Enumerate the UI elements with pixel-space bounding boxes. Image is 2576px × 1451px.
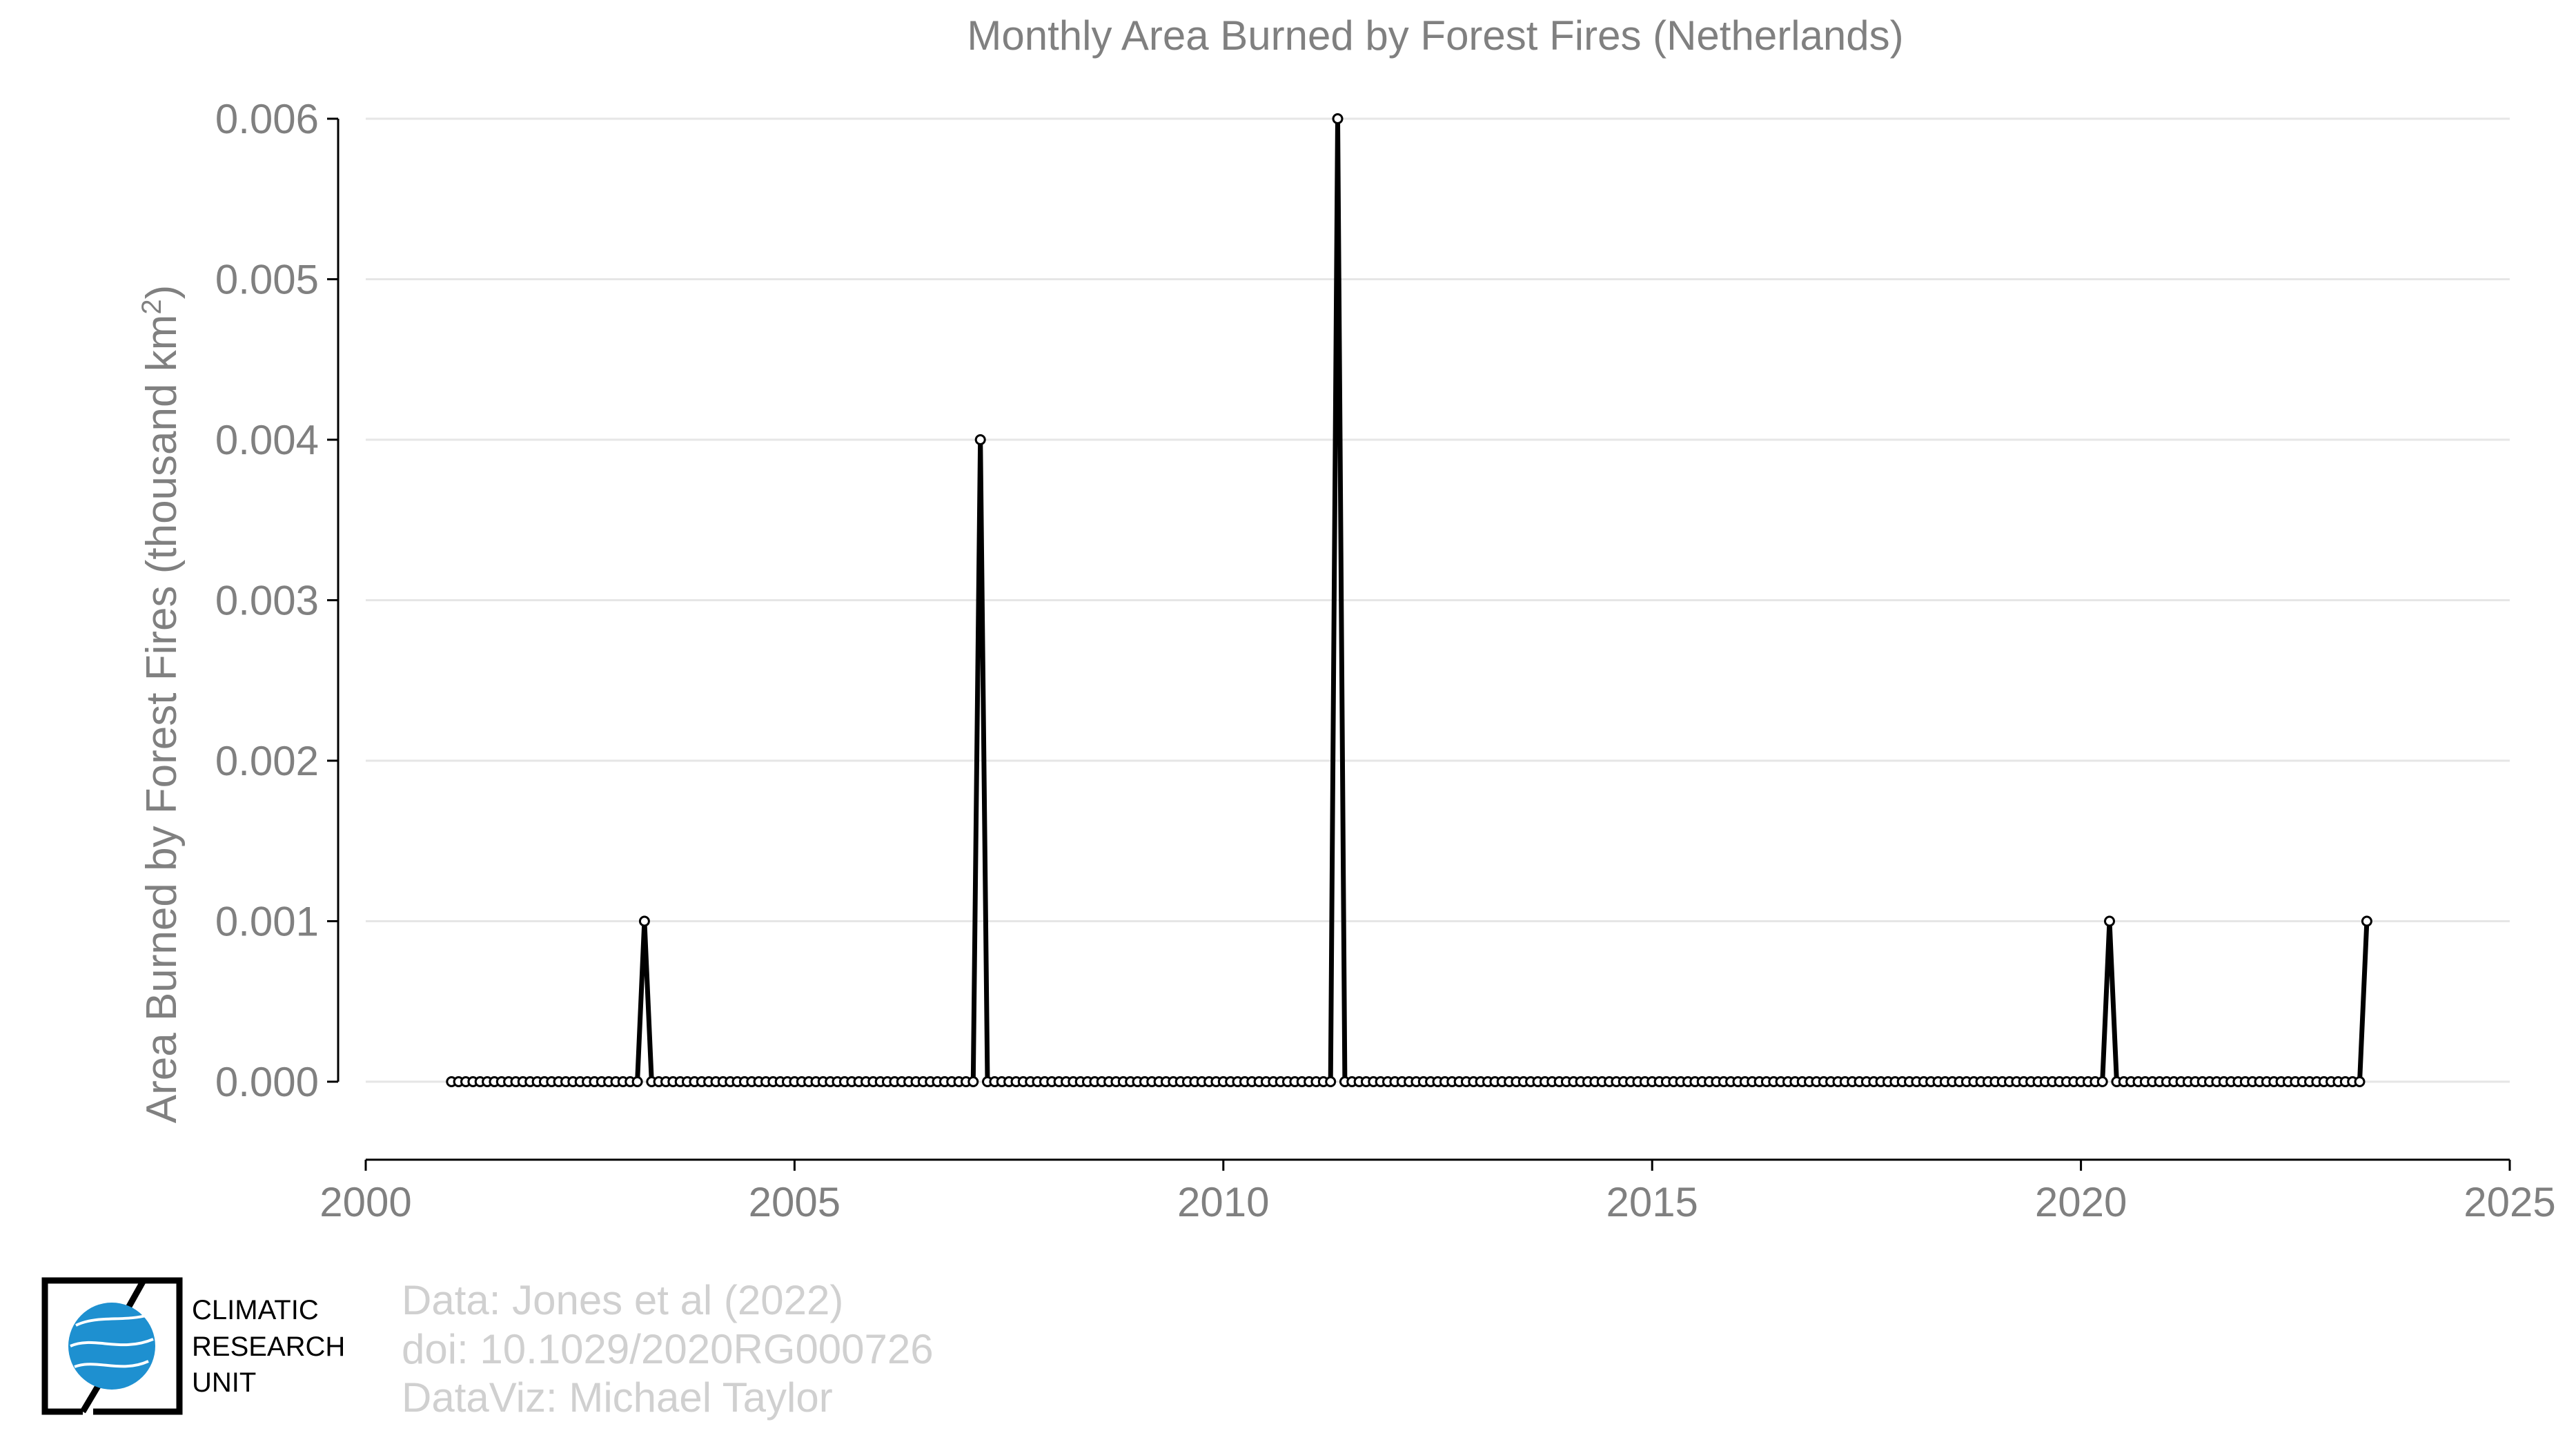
- data-point-2011-05: [1332, 113, 1344, 124]
- data-point-2020-04: [2096, 1076, 2108, 1087]
- y-tick-label-1: 0.001: [215, 899, 319, 945]
- y-tick-label-0: 0.000: [215, 1059, 319, 1105]
- y-tick-label-5: 0.005: [215, 257, 319, 303]
- x-tick-label-3: 2015: [1606, 1179, 1698, 1225]
- y-axis-label-superscript: 2: [137, 299, 167, 314]
- x-tick-label-4: 2020: [2035, 1179, 2127, 1225]
- globe-contour-3: [74, 1360, 149, 1368]
- x-axis: 2000 2005 2010 2015 2020 2025: [319, 1158, 2556, 1225]
- y-axis-label-close: ): [138, 285, 186, 300]
- globe-contour-1: [75, 1314, 149, 1327]
- logo-text-line3: UNIT: [192, 1367, 256, 1398]
- series-area-burned: [446, 113, 2372, 1087]
- x-tick-label-1: 2005: [749, 1179, 840, 1225]
- globe-contour-2: [70, 1338, 154, 1347]
- y-tick-label-2: 0.002: [215, 738, 319, 784]
- credit-dataviz: DataViz: Michael Taylor: [402, 1374, 833, 1421]
- logo-bracket-left: [41, 1277, 144, 1415]
- gridlines: [366, 117, 2510, 1083]
- data-point-2007-02: [967, 1076, 979, 1087]
- y-tick-label-4: 0.004: [215, 417, 319, 463]
- data-point-2011-04: [1325, 1076, 1337, 1087]
- credit-doi: doi: 10.1029/2020RG000726: [402, 1326, 934, 1372]
- data-point-2020-05: [2104, 915, 2115, 927]
- data-point-2023-05: [2361, 915, 2372, 927]
- chart-title: Monthly Area Burned by Forest Fires (Net…: [967, 12, 1903, 59]
- y-axis-label: Area Burned by Forest Fires (thousand km…: [137, 285, 186, 1124]
- x-tick-label-2: 2010: [1177, 1179, 1269, 1225]
- y-tick-label-3: 0.003: [215, 578, 319, 624]
- data-point-2003-04: [638, 915, 650, 927]
- cru-logo: CLIMATIC RESEARCH UNIT: [41, 1277, 345, 1415]
- credits: Data: Jones et al (2022) doi: 10.1029/20…: [402, 1277, 934, 1421]
- y-axis: 0.000 0.001 0.002 0.003 0.004 0.005 0.006: [215, 96, 340, 1105]
- globe-icon: [68, 1303, 155, 1390]
- logo-text-line2: RESEARCH: [192, 1332, 345, 1362]
- y-tick-label-6: 0.006: [215, 96, 319, 142]
- logo-text-line1: CLIMATIC: [192, 1295, 319, 1325]
- data-point-2007-03: [974, 434, 986, 445]
- credit-data-source: Data: Jones et al (2022): [402, 1277, 843, 1323]
- logo-bracket-right: [93, 1277, 183, 1415]
- data-point-2023-04: [2354, 1076, 2366, 1087]
- x-tick-label-0: 2000: [319, 1179, 411, 1225]
- x-tick-label-5: 2025: [2464, 1179, 2555, 1225]
- data-point-2003-03: [631, 1076, 643, 1087]
